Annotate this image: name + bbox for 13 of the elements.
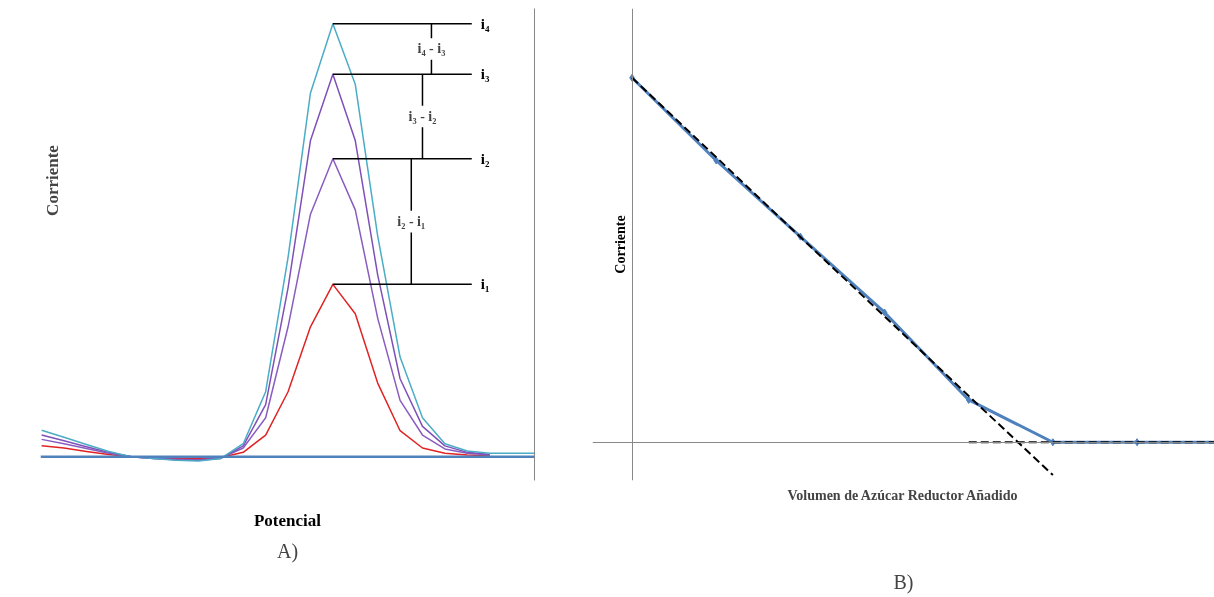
y-axis-title: Corriente: [612, 215, 628, 274]
annotation: i₄ - i₃: [417, 41, 446, 57]
x-axis-title: Potencial: [253, 510, 322, 530]
text: A): [276, 539, 299, 563]
annotation: i₃ - i₂: [408, 109, 437, 125]
x-axis-title: Volumen de Azúcar Reductor Añadido: [787, 487, 1018, 503]
annotation: i₂ - i₁: [397, 214, 426, 230]
y-axis-title: Corriente: [43, 144, 62, 216]
text: B): [893, 570, 914, 594]
annotation: i₁: [480, 276, 490, 293]
annotation: i₄: [480, 15, 490, 32]
annotation: i₂: [480, 150, 490, 167]
annotation: i₃: [480, 66, 490, 83]
